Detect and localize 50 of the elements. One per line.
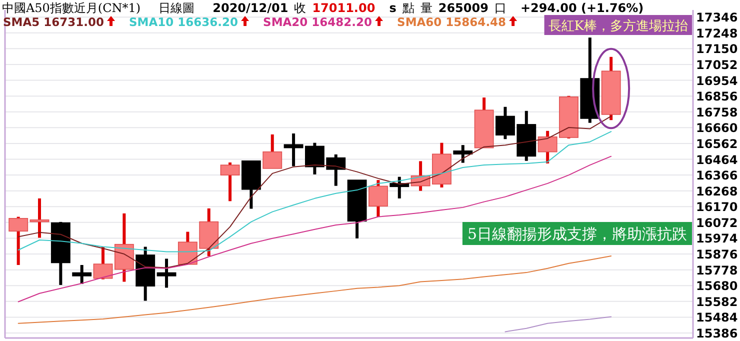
y-tick-label: 16072 xyxy=(696,216,738,230)
annotation: 口 xyxy=(494,1,506,15)
annotation: 點 xyxy=(401,1,414,15)
y-tick-label: 15582 xyxy=(696,294,738,309)
text: SMA20 16482.20 xyxy=(263,15,372,29)
y-tick-label: 16758 xyxy=(696,105,738,120)
y-tick-label: 16954 xyxy=(696,74,738,88)
y-tick-label: 16366 xyxy=(696,168,738,183)
y-tick-label: 16562 xyxy=(696,136,738,151)
y-tick-label: 15386 xyxy=(696,326,738,341)
text: SMA10 16636.20 xyxy=(129,15,238,29)
y-tick-label: 16660 xyxy=(696,121,738,136)
candlestick xyxy=(114,213,134,282)
y-tick-label: 16268 xyxy=(696,184,738,198)
y-tick-label: 17150 xyxy=(696,42,738,56)
candlestick xyxy=(347,180,367,238)
candlestick xyxy=(580,38,600,123)
candlestick xyxy=(262,134,282,169)
text: SMA60 15864.48 xyxy=(397,15,506,29)
candlestick xyxy=(241,160,261,209)
annotation: 收 xyxy=(294,1,306,15)
line-series xyxy=(18,116,612,268)
y-tick-label: 17052 xyxy=(696,58,738,72)
line-series xyxy=(18,255,612,324)
chart-title: 中國A50指數近月(CN*1) xyxy=(2,1,141,15)
annotation: s xyxy=(389,1,396,15)
y-tick-label: 16170 xyxy=(696,200,738,214)
line-series xyxy=(504,316,612,332)
annotation: 5日線翻揚形成支撐，將助漲抗跌 xyxy=(467,225,687,243)
y-tick-label: 15680 xyxy=(696,279,738,294)
annotation: 量 xyxy=(420,1,432,15)
y-tick-label: 15484 xyxy=(696,310,738,325)
y-tick-label: 16464 xyxy=(696,152,738,167)
chart-subtitle: 日線圖 xyxy=(158,1,195,15)
candlestick xyxy=(30,198,50,238)
y-tick-label: 15778 xyxy=(696,263,738,278)
y-tick-label: 17248 xyxy=(696,26,738,40)
y-tick-label: 15876 xyxy=(696,248,738,262)
y-tick-label: 15974 xyxy=(696,232,738,246)
y-tick-label: 17346 xyxy=(696,10,738,25)
y-tick-label: 16856 xyxy=(696,90,738,104)
annotation: 265009 xyxy=(438,1,488,15)
candlestick xyxy=(474,98,494,148)
annotation: 2020/12/01 xyxy=(212,1,288,15)
annotation: +294.00 (+1.76%) xyxy=(520,1,644,15)
candlestick xyxy=(156,258,176,288)
text: SMA5 16731.00 xyxy=(3,15,104,29)
annotation: 長紅K棒，多方進場拉抬 xyxy=(548,18,688,34)
line-series xyxy=(18,156,612,302)
annotation: 17011.00 xyxy=(312,1,376,15)
